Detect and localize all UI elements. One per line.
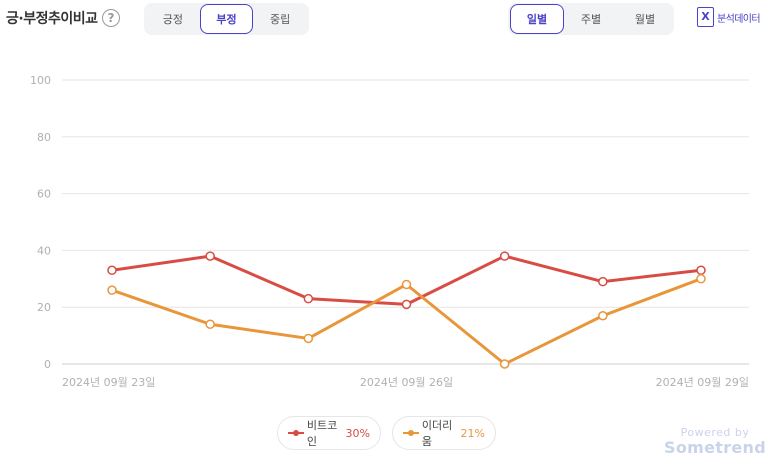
data-point-0	[303, 293, 314, 304]
x-tick-label: 2024년 09월 29일	[656, 375, 749, 389]
data-point-0	[499, 251, 510, 261]
legend-marker	[403, 429, 419, 437]
tab-daily[interactable]: 일별	[510, 4, 564, 34]
export-data-button[interactable]: X 분석데이터	[697, 7, 761, 27]
data-point-1	[598, 310, 608, 321]
y-tick-label: 20	[37, 301, 51, 314]
legend-item-ethereum[interactable]: 이더리움 21%	[392, 416, 496, 450]
y-tick-label: 60	[37, 188, 51, 201]
export-label: 분석데이터	[717, 13, 761, 25]
data-point-0	[696, 265, 706, 276]
legend-share: 21%	[460, 426, 485, 440]
y-tick-label: 0	[44, 358, 51, 371]
x-tick-label: 2024년 09월 23일	[62, 375, 155, 389]
sentiment-toggle: 긍정 부정 중립	[144, 3, 309, 35]
legend-item-bitcoin[interactable]: 비트코인 30%	[277, 416, 381, 450]
period-toggle: 일별 주별 월별	[508, 3, 674, 35]
tab-positive[interactable]: 긍정	[162, 13, 183, 26]
tab-weekly[interactable]: 주별	[580, 13, 602, 26]
data-point-1	[303, 333, 314, 344]
data-point-0	[401, 299, 412, 310]
legend-marker	[288, 429, 304, 437]
powered-by-logo: Powered by Sometrend	[664, 426, 766, 457]
data-point-1	[499, 359, 510, 369]
y-tick-label: 100	[30, 74, 51, 87]
tab-negative[interactable]: 부정	[199, 4, 254, 34]
excel-icon: X	[697, 7, 714, 27]
data-point-1	[696, 274, 706, 284]
data-point-0	[107, 265, 117, 276]
legend-label: 비트코인	[306, 419, 338, 448]
y-tick-label: 40	[37, 244, 51, 257]
page-title: 긍·부정추이비교	[6, 11, 98, 27]
data-point-0	[205, 251, 215, 261]
tab-neutral[interactable]: 중립	[270, 13, 291, 26]
line-chart: 0 20 40 60 80 100 2024년 09월 23일 2024년 09월 26일 20…	[30, 74, 749, 389]
help-icon[interactable]: ?	[102, 9, 120, 27]
data-point-1	[107, 285, 117, 295]
data-point-1	[205, 319, 215, 329]
powered-by-text: Powered by	[680, 426, 750, 439]
legend-label: 이더리움	[421, 419, 453, 448]
x-tick-label: 2024년 09월 26일	[360, 375, 453, 389]
series-line-1	[110, 277, 703, 366]
y-tick-label: 80	[37, 131, 51, 144]
data-point-0	[598, 276, 608, 287]
tab-monthly[interactable]: 월별	[634, 13, 656, 26]
legend-share: 30%	[345, 426, 370, 440]
brand-name: Sometrend	[664, 438, 766, 457]
data-point-1	[401, 279, 412, 290]
